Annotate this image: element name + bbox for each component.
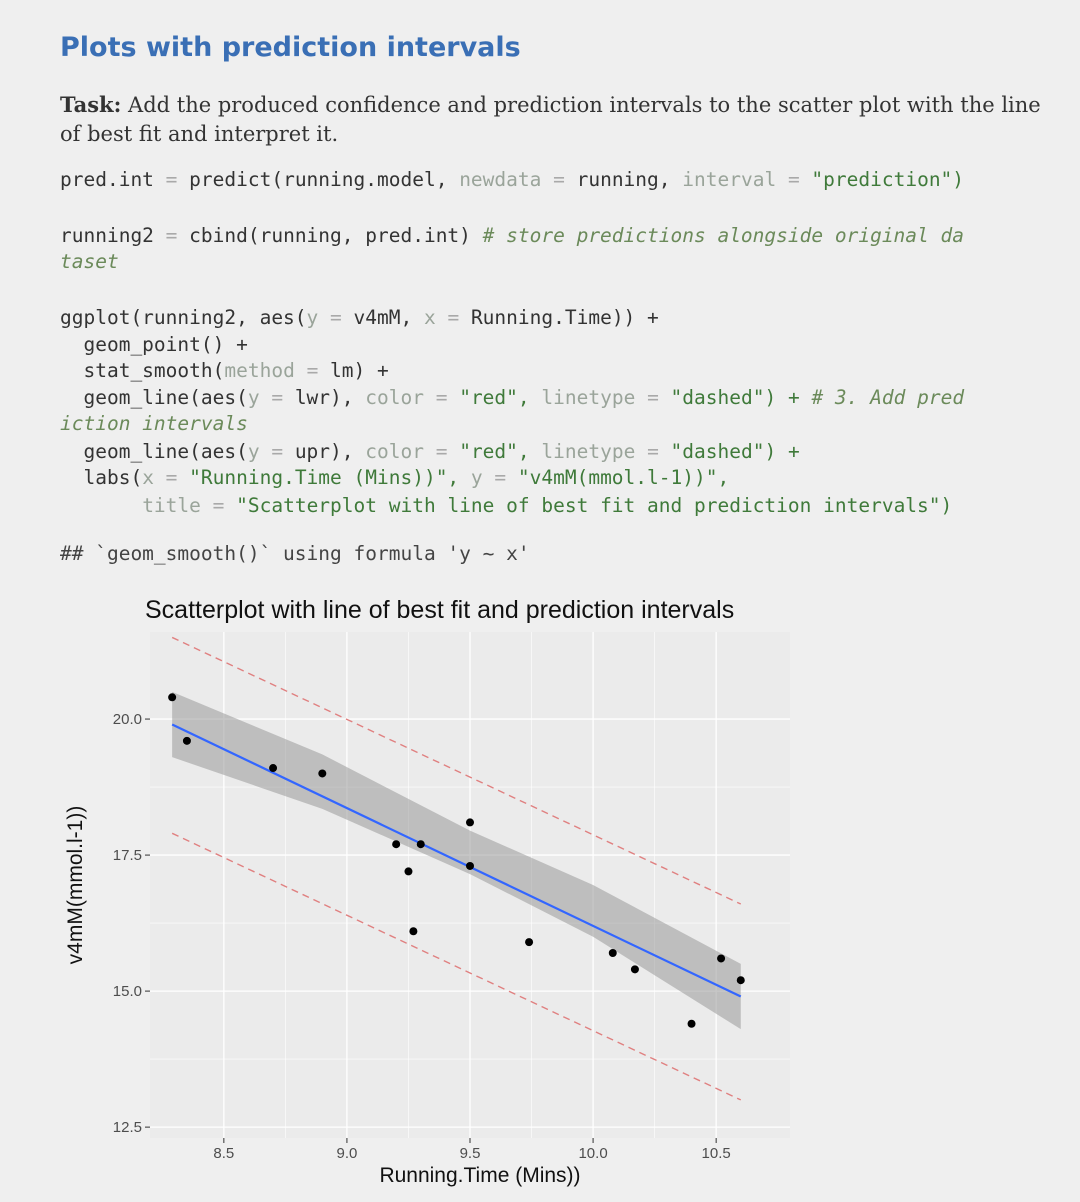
task-text: Task: Add the produced confidence and pr…: [60, 90, 1050, 149]
data-point: [318, 769, 327, 778]
code-line-labs: labs(x = "Running.Time (Mins))", y = "v4…: [60, 466, 730, 489]
x-tick-label: 10.0: [578, 1145, 607, 1162]
chart-title: Scatterplot with line of best fit and pr…: [145, 596, 735, 624]
x-tick-label: 9.5: [460, 1145, 481, 1162]
x-tick-label: 8.5: [213, 1145, 234, 1162]
fit-line: [171, 723, 742, 998]
x-tick-label: 9.0: [336, 1145, 357, 1162]
task-label: Task:: [60, 92, 122, 117]
x-axis-title: Running.Time (Mins)): [379, 1164, 580, 1187]
data-point: [466, 861, 474, 870]
code-line-pred-int: pred.int = predict(running.model, newdat…: [60, 168, 965, 191]
data-point: [392, 840, 401, 849]
prediction-interval-upper: [171, 636, 742, 905]
data-point: [630, 965, 639, 974]
data-point: [525, 938, 534, 947]
console-output: ## `geom_smooth()` using formula 'y ~ x': [60, 542, 530, 565]
y-tick-label: 20.0: [113, 711, 142, 728]
y-axis-title: v4mM(mmol.l-1)): [64, 806, 87, 965]
data-point: [168, 693, 177, 702]
code-line-title: title = "Scatterplot with line of best f…: [142, 494, 953, 517]
y-tick-label: 15.0: [113, 983, 142, 1000]
code-line-ggplot: ggplot(running2, aes(y = v4mM, x = Runni…: [60, 306, 659, 329]
code-line-comment-wrap: iction intervals: [60, 412, 248, 435]
y-tick-label: 12.5: [113, 1119, 142, 1136]
task-description: Add the produced confidence and predicti…: [60, 93, 1041, 146]
page-heading: Plots with prediction intervals: [60, 32, 521, 63]
data-point: [687, 1019, 696, 1028]
data-point: [736, 976, 745, 985]
data-point: [409, 927, 418, 936]
code-line-running2: running2 = cbind(running, pred.int) # st…: [60, 224, 964, 247]
data-point: [269, 764, 278, 773]
data-point: [404, 867, 413, 876]
data-point: [416, 840, 425, 849]
data-point: [182, 736, 191, 745]
x-tick-label: 10.5: [702, 1145, 731, 1162]
data-point: [466, 818, 474, 827]
code-line-running2-wrap: taset: [60, 250, 119, 273]
data-point: [608, 949, 617, 958]
code-line-stat-smooth: stat_smooth(method = lm) +: [60, 359, 389, 382]
code-line-geom-line-upr: geom_line(aes(y = upr), color = "red", l…: [60, 440, 800, 463]
prediction-interval-lower: [171, 832, 742, 1101]
code-line-geom-point: geom_point() +: [60, 333, 248, 356]
data-point: [717, 954, 726, 963]
code-line-geom-line-lwr: geom_line(aes(y = lwr), color = "red", l…: [60, 386, 965, 409]
y-tick-label: 17.5: [113, 847, 142, 864]
